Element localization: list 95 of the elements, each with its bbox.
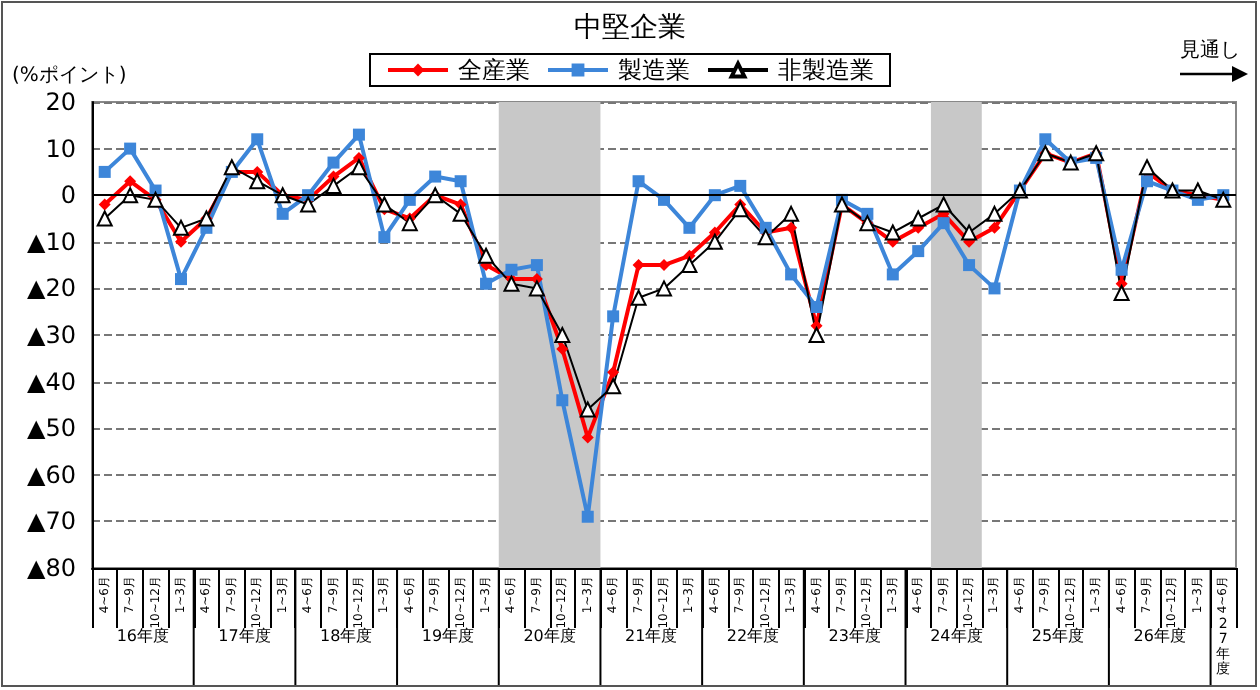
point — [1039, 133, 1052, 146]
text: 21年度 — [625, 627, 678, 645]
point — [656, 280, 672, 297]
y-tick-label: ▲10 — [27, 227, 76, 256]
point — [401, 215, 418, 232]
text: 19年度 — [421, 627, 475, 645]
point — [554, 327, 571, 343]
text: 23年度 — [828, 627, 881, 645]
point — [912, 245, 925, 258]
point — [963, 259, 976, 272]
y-tick-label: ▲60 — [27, 460, 76, 489]
point — [528, 280, 545, 297]
text: 24年度 — [930, 627, 983, 645]
point — [276, 207, 289, 220]
point — [530, 259, 543, 272]
y-tick-label: ▲40 — [27, 367, 76, 396]
point — [1113, 285, 1130, 302]
point — [683, 221, 696, 234]
point — [910, 210, 927, 227]
point — [605, 378, 622, 395]
point — [1115, 263, 1128, 276]
y-tick-label: ▲30 — [27, 321, 76, 349]
point — [98, 165, 111, 178]
point — [961, 224, 978, 241]
point — [785, 221, 798, 234]
legend-label: 非製造業 — [778, 56, 874, 84]
point — [579, 401, 596, 418]
point — [478, 247, 495, 264]
y-tick-label: ▲20 — [27, 274, 76, 303]
point — [988, 282, 1001, 295]
point — [325, 177, 342, 194]
point — [327, 156, 340, 169]
point — [986, 205, 1003, 222]
point — [886, 268, 899, 281]
y-tick-label: ▲80 — [27, 554, 76, 582]
text: 16年度 — [116, 627, 170, 645]
text: 17年度 — [218, 627, 271, 645]
y-tick-label: ▲70 — [27, 507, 76, 536]
point — [808, 327, 825, 343]
point — [352, 128, 365, 141]
text: 22年度 — [726, 627, 780, 645]
point — [503, 275, 520, 292]
point — [223, 159, 240, 176]
y-tick-label: 10 — [45, 134, 76, 163]
point — [174, 235, 187, 248]
point — [607, 310, 620, 323]
text: 26年度 — [1133, 627, 1186, 645]
point — [630, 289, 647, 306]
point — [884, 224, 901, 241]
text: 20年度 — [523, 627, 576, 645]
chart-title: 中堅企業 — [574, 12, 686, 44]
point — [783, 205, 800, 222]
point — [632, 175, 645, 188]
point — [681, 257, 698, 274]
point — [937, 217, 950, 230]
point — [174, 273, 187, 286]
point — [581, 510, 594, 523]
point — [706, 233, 723, 250]
text: 見通し — [1180, 37, 1240, 64]
point — [96, 210, 113, 227]
point — [300, 196, 317, 213]
point — [935, 196, 952, 213]
point — [1139, 159, 1156, 176]
point — [124, 175, 137, 188]
legend-label: 全産業 — [458, 56, 530, 84]
y-tick-label: 0 — [60, 181, 76, 210]
point — [172, 219, 189, 236]
point — [810, 301, 823, 314]
point — [98, 198, 111, 211]
point — [556, 394, 569, 407]
point — [350, 159, 367, 176]
point — [785, 268, 798, 281]
point — [734, 179, 747, 192]
point — [1141, 175, 1154, 188]
point — [124, 142, 137, 155]
point — [607, 366, 620, 379]
point — [480, 277, 493, 290]
point — [556, 342, 569, 355]
y-axis-title: (%ポイント) — [12, 65, 127, 87]
point — [505, 263, 518, 276]
point — [249, 173, 266, 190]
point — [378, 231, 391, 244]
point — [757, 229, 774, 246]
point — [988, 221, 1001, 234]
point — [732, 201, 749, 218]
point — [376, 196, 393, 213]
text: 18年度 — [320, 627, 373, 645]
y-tick-label: 20 — [45, 88, 76, 116]
y-tick-label: ▲50 — [27, 414, 76, 443]
text: 25年度 — [1031, 627, 1085, 645]
point — [251, 133, 264, 146]
point — [429, 170, 442, 183]
point — [452, 205, 469, 222]
legend-label: 製造業 — [618, 56, 690, 84]
point — [454, 175, 467, 188]
